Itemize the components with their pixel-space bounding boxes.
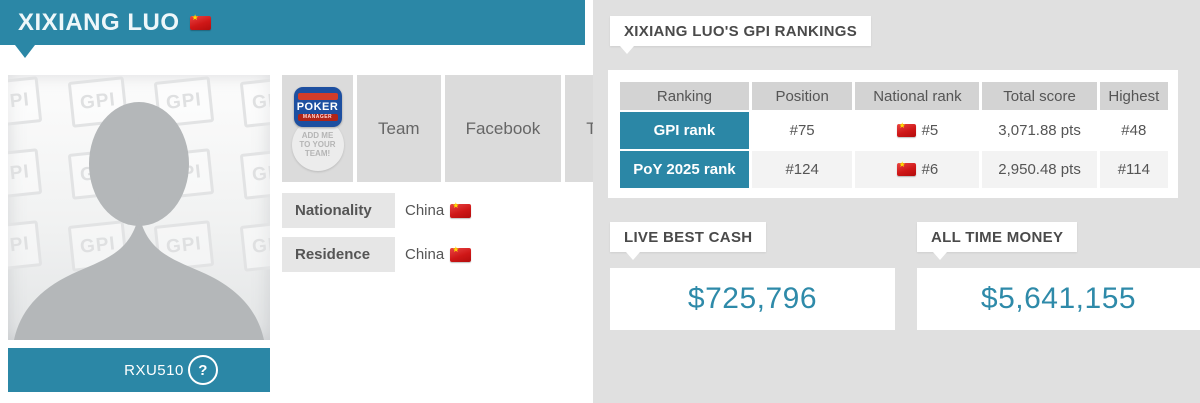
rankings-title-pointer-icon bbox=[620, 46, 634, 54]
residence-value: China bbox=[405, 245, 472, 263]
question-icon: ? bbox=[198, 361, 208, 379]
all-time-money-card: $5,641,155 bbox=[917, 268, 1200, 330]
china-flag-icon bbox=[896, 160, 916, 176]
gpi-rank-highest: #48 bbox=[1099, 112, 1168, 149]
gpi-rankings-panel: XIXIANG LUO'S GPI RANKINGS Ranking Posit… bbox=[593, 0, 1200, 403]
col-header-highest: Highest bbox=[1099, 82, 1168, 110]
nationality-row: Nationality China bbox=[282, 193, 472, 228]
poker-manager-badge[interactable]: POKER MANAGER ADD ME TO YOUR TEAM! bbox=[282, 75, 353, 182]
gpi-rank-position: #75 bbox=[751, 112, 853, 149]
add-me-to-your-team-label: ADD ME TO YOUR TEAM! bbox=[291, 118, 344, 171]
player-name: XIXIANG LUO bbox=[18, 8, 180, 36]
nationality-country: China bbox=[405, 202, 445, 219]
poy-rank-position: #124 bbox=[751, 151, 853, 188]
residence-row: Residence China bbox=[282, 237, 472, 272]
col-header-national-rank: National rank bbox=[855, 82, 980, 110]
rankings-table: Ranking Position National rank Total sco… bbox=[608, 70, 1178, 198]
gpi-rank-total-score: 3,071.88 pts bbox=[982, 112, 1097, 149]
help-button[interactable]: ? bbox=[187, 355, 218, 385]
china-flag-icon bbox=[450, 201, 472, 218]
gpi-rank-national-value: #5 bbox=[921, 122, 939, 139]
all-time-money-title: ALL TIME MONEY bbox=[917, 222, 1078, 252]
china-flag-icon bbox=[896, 121, 916, 137]
badge-poker-label: POKER bbox=[296, 100, 339, 113]
residence-label: Residence bbox=[282, 237, 395, 272]
badge-ribbon-icon bbox=[297, 92, 338, 100]
player-id: RXU510 bbox=[124, 361, 184, 379]
live-best-cash-value: $725,796 bbox=[687, 282, 818, 315]
rankings-header-row: Ranking Position National rank Total sco… bbox=[620, 82, 1168, 110]
poy-rank-national-value: #6 bbox=[921, 161, 939, 178]
all-time-money-value: $5,641,155 bbox=[980, 282, 1137, 315]
player-id-bar: RXU510 ? bbox=[8, 348, 270, 392]
tab-team[interactable]: Team bbox=[357, 75, 441, 182]
col-header-ranking: Ranking bbox=[620, 82, 749, 110]
gpi-rank-national: #5 bbox=[855, 112, 980, 149]
col-header-total-score: Total score bbox=[982, 82, 1097, 110]
player-id-group: RXU510 ? bbox=[124, 355, 218, 385]
poy-rank-label[interactable]: PoY 2025 rank bbox=[620, 151, 749, 188]
china-flag-icon bbox=[189, 13, 211, 30]
poy-rank-highest: #114 bbox=[1099, 151, 1168, 188]
residence-country: China bbox=[405, 246, 445, 263]
live-best-cash-title: LIVE BEST CASH bbox=[610, 222, 767, 252]
player-silhouette bbox=[14, 102, 264, 340]
col-header-position: Position bbox=[751, 82, 853, 110]
player-photo: GPI GPI GPI GPI GPI GPI GPI GPI GPI GPI … bbox=[8, 75, 270, 340]
poy-rank-total-score: 2,950.48 pts bbox=[982, 151, 1097, 188]
poy-rank-national: #6 bbox=[855, 151, 980, 188]
gpi-rank-row: GPI rank #75 #5 3,071.88 pts #48 bbox=[620, 112, 1168, 149]
badge-manager-label: MANAGER bbox=[297, 113, 338, 121]
poker-manager-shield-icon: POKER MANAGER bbox=[293, 86, 342, 127]
header-pointer-icon bbox=[15, 45, 35, 58]
nationality-value: China bbox=[405, 201, 472, 219]
gpi-rank-label[interactable]: GPI rank bbox=[620, 112, 749, 149]
all-time-money-pointer-icon bbox=[933, 252, 947, 260]
poy-rank-row: PoY 2025 rank #124 #6 2,950.48 pts #114 bbox=[620, 151, 1168, 188]
live-best-cash-pointer-icon bbox=[626, 252, 640, 260]
nationality-label: Nationality bbox=[282, 193, 395, 228]
live-best-cash-card: $725,796 bbox=[610, 268, 895, 330]
china-flag-icon bbox=[450, 245, 472, 262]
player-header-bar: XIXIANG LUO bbox=[0, 0, 585, 45]
rankings-title: XIXIANG LUO'S GPI RANKINGS bbox=[610, 16, 872, 46]
tab-facebook[interactable]: Facebook bbox=[444, 75, 562, 182]
